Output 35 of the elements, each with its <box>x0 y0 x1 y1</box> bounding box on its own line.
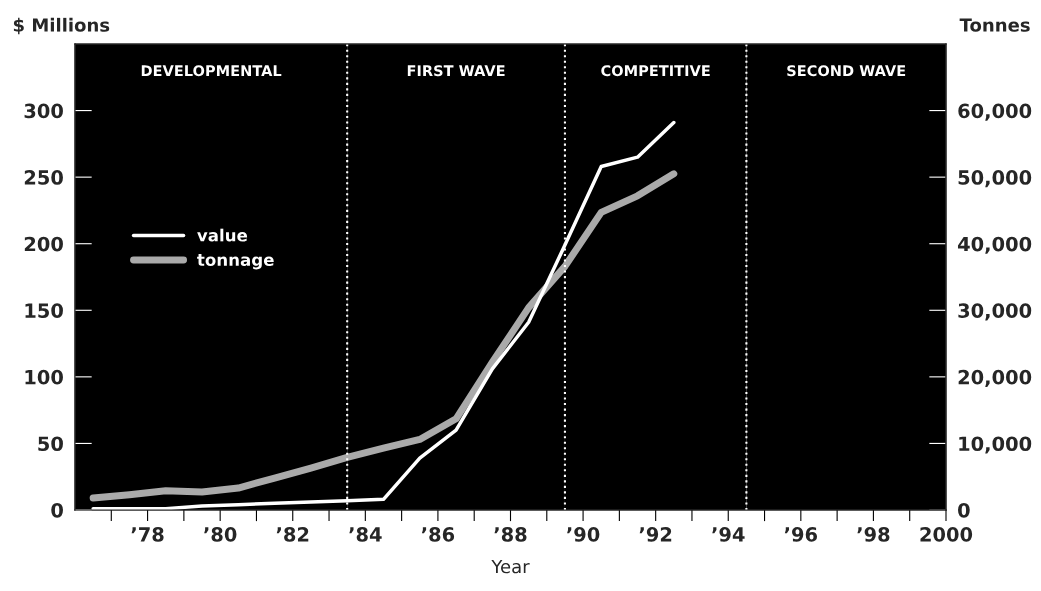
band-label: SECOND WAVE <box>787 65 906 77</box>
y-axis-title: $ Millions <box>13 17 110 35</box>
x-tick-label: ’78 <box>131 527 164 542</box>
y-tick-label: 0 <box>51 502 63 518</box>
x-axis-title: Year <box>491 559 530 574</box>
y2-tick-label: 30,000 <box>958 303 1032 321</box>
x-tick-label: ’82 <box>276 527 309 542</box>
y2-tick-label: 40,000 <box>957 236 1032 254</box>
y2-tick-label: 60,000 <box>958 103 1032 121</box>
y-tick-label: 150 <box>25 303 63 318</box>
y-tick-label: 200 <box>24 236 63 252</box>
y2-tick-label: 20,000 <box>958 369 1032 388</box>
legend-label: tonnage <box>197 254 274 270</box>
x-tick-label: ’94 <box>712 527 745 542</box>
y2-tick-label: 0 <box>958 502 970 518</box>
x-tick-label: 2000 <box>920 527 973 542</box>
x-tick-label: ’80 <box>204 527 237 542</box>
x-tick-label: ’88 <box>494 527 527 542</box>
band-label: DEVELOPMENTAL <box>141 65 282 77</box>
x-tick-label: ’96 <box>784 527 818 542</box>
y-tick-label: 100 <box>25 369 63 385</box>
y-tick-label: 50 <box>38 436 63 452</box>
x-tick-label: ’92 <box>639 527 672 542</box>
x-tick-label: ’98 <box>857 527 890 542</box>
x-tick-label: ’90 <box>567 527 600 542</box>
y-tick-label: 300 <box>24 103 63 119</box>
y2-tick-label: 50,000 <box>958 170 1032 188</box>
band-label: FIRST WAVE <box>407 65 505 77</box>
x-tick-label: ’84 <box>349 527 382 542</box>
legend-label: value <box>197 228 248 242</box>
y2-tick-label: 10,000 <box>959 436 1032 454</box>
band-label: COMPETITIVE <box>601 65 710 77</box>
y-tick-label: 250 <box>24 170 63 185</box>
y2-axis-title: Tonnes <box>959 18 1030 32</box>
x-tick-label: ’86 <box>421 527 455 542</box>
